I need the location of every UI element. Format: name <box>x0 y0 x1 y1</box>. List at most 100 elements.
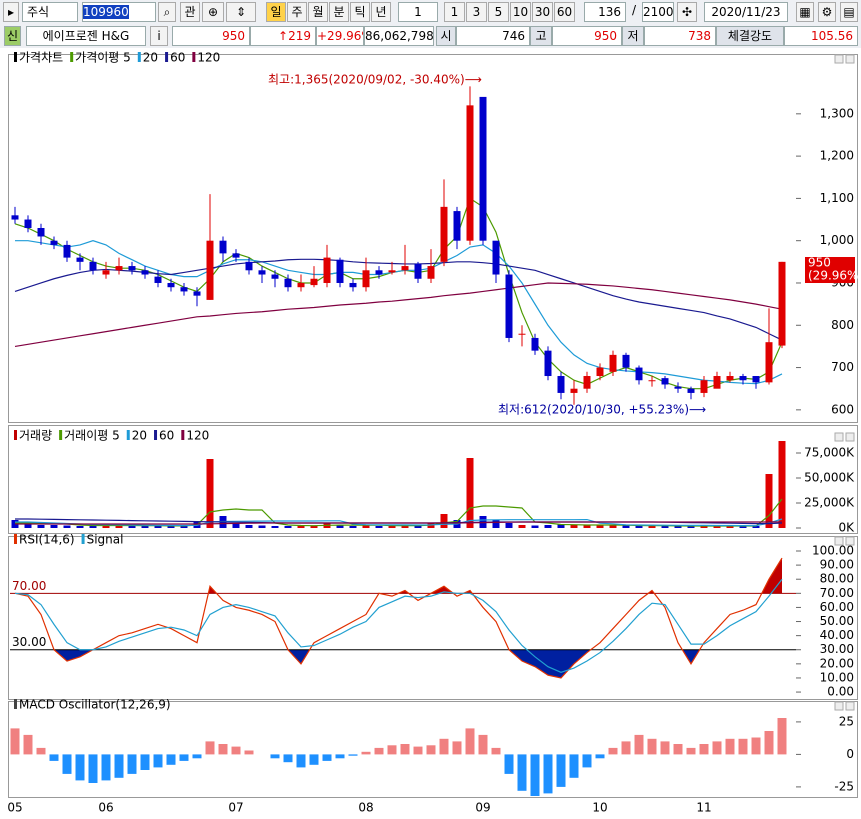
tool-button[interactable]: ⊕ <box>202 2 224 22</box>
unit-select[interactable]: 1 <box>398 2 438 22</box>
panel-button <box>834 536 844 546</box>
period-button[interactable]: 분 <box>329 2 349 22</box>
legend-swatch <box>14 52 17 62</box>
x-tick-label: 07 <box>228 801 243 815</box>
candle-body <box>531 337 539 351</box>
menu-icon[interactable]: ▸ <box>3 2 19 22</box>
macd-bar <box>751 737 761 755</box>
last-price: 950 <box>808 256 831 270</box>
candle-body <box>401 266 409 271</box>
macd-bar <box>153 754 163 768</box>
legend-swatch <box>59 430 63 440</box>
spin-button[interactable]: ⇕ <box>226 2 256 22</box>
y-tick-label: 0K <box>838 521 855 535</box>
period-button[interactable]: 틱 <box>350 2 370 22</box>
x-tick-label: 10 <box>592 801 607 815</box>
volume-bar <box>63 525 71 528</box>
candle-body <box>297 282 305 288</box>
macd-bar <box>660 741 670 755</box>
candle-body <box>492 240 500 275</box>
icon-button[interactable]: ⚙ <box>818 2 836 22</box>
volume-bar <box>778 441 786 528</box>
candle-body <box>89 261 97 271</box>
volume-bar <box>518 525 526 528</box>
label: 시 <box>436 26 456 46</box>
count-input[interactable]: 136 <box>584 2 626 22</box>
y-tick-label: 1,100 <box>820 191 854 205</box>
y-tick-label: 10.00 <box>820 670 854 684</box>
market-select[interactable]: 주식 <box>22 2 78 22</box>
period-button[interactable]: 일 <box>266 2 286 22</box>
step-button[interactable]: 1 <box>444 2 465 22</box>
x-tick-label: 05 <box>7 801 22 815</box>
candle-body <box>128 266 136 271</box>
annotation: 최저:612(2020/10/30, +55.23%)⟶ <box>498 403 706 417</box>
period-button[interactable]: 월 <box>308 2 328 22</box>
candle-body <box>453 211 461 241</box>
icon-button[interactable]: ▦ <box>796 2 814 22</box>
y-tick-label: 60.00 <box>820 600 854 614</box>
rate: +29.96% <box>316 26 364 46</box>
y-tick-label: -25 <box>834 779 854 793</box>
candle-body <box>752 376 760 383</box>
icon-button[interactable]: ▤ <box>840 2 858 22</box>
volume-bar <box>752 526 760 528</box>
high: 950 <box>552 26 622 46</box>
volume-bar <box>414 525 422 528</box>
panel-button <box>834 54 844 64</box>
volume-bar <box>648 526 656 528</box>
y-tick-label: 600 <box>831 402 854 416</box>
candle-body <box>258 270 266 275</box>
refresh-button[interactable]: ✣ <box>677 2 697 22</box>
candle-body <box>570 388 578 393</box>
code-input[interactable]: 109960 <box>82 2 156 22</box>
macd-bar <box>101 754 111 781</box>
total-input[interactable]: 2100 <box>642 2 674 22</box>
step-button[interactable]: 5 <box>488 2 509 22</box>
volume-bar <box>713 526 721 528</box>
line <box>14 578 783 673</box>
panel-button <box>845 536 855 546</box>
volume-bar <box>232 523 240 528</box>
macd-bar <box>322 754 332 761</box>
legend-label: 20 <box>132 429 147 443</box>
candle-body <box>518 333 526 335</box>
search-button[interactable]: ⌕ <box>158 2 176 22</box>
y-tick-label: 1,200 <box>820 149 854 163</box>
last-rate: (29.96%) <box>808 269 861 283</box>
info-button[interactable]: i <box>150 26 168 46</box>
y-tick-label: 1,000 <box>820 233 854 247</box>
period-button[interactable]: 년 <box>371 2 391 22</box>
legend-swatch <box>14 699 17 709</box>
period-button[interactable]: 주 <box>287 2 307 22</box>
candle-body <box>11 215 19 220</box>
candle-body <box>479 96 487 241</box>
date-select[interactable]: 2020/11/23 <box>704 2 788 22</box>
volume-bar <box>388 526 396 528</box>
macd-bar <box>49 754 59 761</box>
line <box>15 521 782 525</box>
step-button[interactable]: 3 <box>466 2 487 22</box>
label: 체결강도 <box>716 26 784 46</box>
volume-bar <box>570 525 578 528</box>
panels <box>8 54 858 798</box>
legend-swatch <box>14 430 17 440</box>
volume-bar <box>492 520 500 528</box>
candle-body <box>544 350 552 377</box>
macd-bar <box>556 754 566 787</box>
macd-bar <box>205 741 215 755</box>
volume-bar <box>24 523 32 528</box>
macd-bar <box>634 734 644 755</box>
macd-bar <box>114 754 124 778</box>
panel-button <box>845 701 855 711</box>
step-button[interactable]: 10 <box>510 2 531 22</box>
watch-button[interactable]: 관 <box>180 2 200 22</box>
legend-label: 거래량 <box>19 429 52 443</box>
volume-bar <box>154 526 162 528</box>
panel-button <box>845 432 855 442</box>
candle-body <box>388 270 396 273</box>
step-button[interactable]: 60 <box>554 2 575 22</box>
macd-bar <box>673 744 683 755</box>
step-button[interactable]: 30 <box>532 2 553 22</box>
